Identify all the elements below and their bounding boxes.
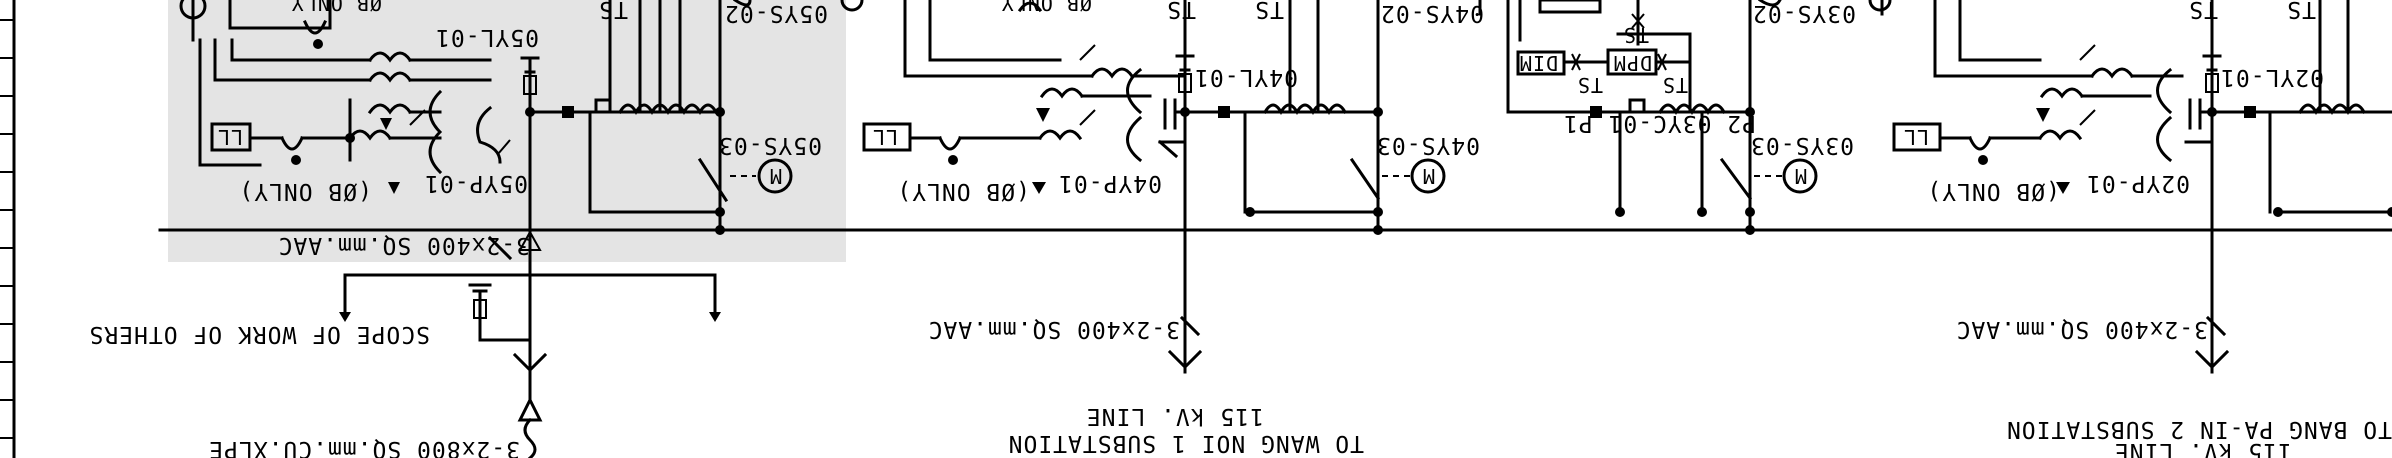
bay02-yl-label: 02YL-01 xyxy=(2220,64,2324,90)
bay-02 xyxy=(1868,0,2392,374)
bay03-dim-label: DIM xyxy=(1519,51,1558,75)
cable-right-label: 3-2x400 SQ.mm.AAC xyxy=(1956,316,2208,342)
bay02-ts-b-label: TS xyxy=(2286,0,2316,22)
bay-05 xyxy=(179,0,793,252)
frame-border xyxy=(0,0,16,458)
bay05-ys-label: 05YS-03 xyxy=(718,132,822,158)
bay04-top-fragment: ØB ONLY xyxy=(1001,0,1092,15)
right-feeder: 3-2x400 SQ.mm.AAC 115 kV. LINE TO BANG P… xyxy=(1956,315,2392,458)
bay02-phase-note: (ØB ONLY) xyxy=(1926,178,2060,204)
bay03-motor-label: M xyxy=(1794,164,1807,188)
cable-mid-label: 3-2x400 SQ.mm.AAC xyxy=(928,316,1180,342)
bay05-phase-note: (ØB ONLY) xyxy=(238,178,372,204)
bay-03 xyxy=(1506,0,1818,235)
line-right-label: 115 kV. LINE xyxy=(2114,438,2292,458)
bay05-ll-label: LL xyxy=(217,125,243,149)
bay05-yp-label: 05YP-01 xyxy=(424,170,528,196)
dest-mid-label: TO WANG NOI 1 SUBSTATION xyxy=(1008,430,1364,456)
bay03-dpm-label: DPM xyxy=(1613,51,1652,75)
bay04-yl-label: 04YL-01 xyxy=(1194,64,1298,90)
bay05-top-fragment: ØB ONLY xyxy=(291,0,382,15)
xlpe-label: 3-2x800 SQ.mm.CU.XLPE xyxy=(208,436,520,458)
bay03-yc-label: P2 03YC-01 P1 xyxy=(1563,110,1756,136)
bay03-ys-label: 03YS-03 xyxy=(1750,132,1854,158)
bay05-motor-label: M xyxy=(769,164,782,188)
bay04-ll-label: LL xyxy=(872,125,898,149)
bay04-ts-a-label: TS xyxy=(1166,0,1196,22)
line-mid-label: 115 kV. LINE xyxy=(1086,403,1264,429)
scope-shaded-area xyxy=(168,0,846,262)
bay04-motor-label: M xyxy=(1422,164,1435,188)
bay04-phase-note: (ØB ONLY) xyxy=(896,178,1030,204)
bay02-yp-label: 02YP-01 xyxy=(2086,170,2190,196)
mid-feeder: 3-2x400 SQ.mm.AAC 115 kV. LINE TO WANG N… xyxy=(928,228,1364,456)
bay03-ys-top-label: 03YS-02 xyxy=(1752,0,1856,26)
bay03-ts-right-label: TS xyxy=(1662,73,1688,97)
bay05-yl-label: 05YL-01 xyxy=(435,24,539,50)
bay05-ts-top-label: TS xyxy=(598,0,628,22)
bay02-ll-label: LL xyxy=(1903,125,1929,149)
bay02-ts-a-label: TS xyxy=(2188,0,2218,22)
bay03-ts-left-label: TS xyxy=(1577,73,1603,97)
bay04-yp-label: 04YP-01 xyxy=(1058,170,1162,196)
cable-left-label: 3-2x400 SQ.mm.AAC xyxy=(278,232,530,258)
bay03-ts-label: TS xyxy=(1623,23,1649,47)
dest-right-label: TO BANG PA-IN 2 SUBSTATION xyxy=(2006,416,2392,442)
left-feeder: 3-2x400 SQ.mm.AAC SCOPE OF WORK OF OTHER… xyxy=(89,232,721,458)
bay04-ys-label: 04YS-03 xyxy=(1376,132,1480,158)
bay05-ys-top-label: 05YS-02 xyxy=(724,0,828,26)
bay04-ys-top-label: 04YS-02 xyxy=(1380,0,1484,26)
bay04-ts-b-label: TS xyxy=(1254,0,1284,22)
scope-label: SCOPE OF WORK OF OTHERS xyxy=(89,321,431,347)
